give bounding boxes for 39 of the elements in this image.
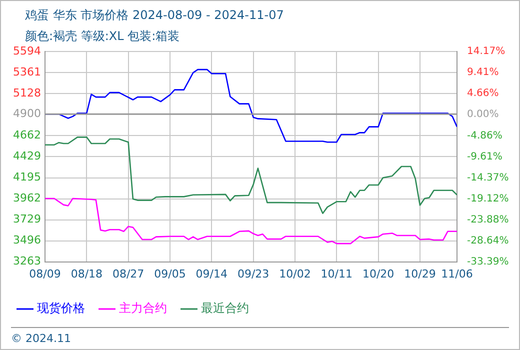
x-tick-label: 10/11	[320, 267, 352, 280]
x-tick-label: 08/27	[112, 267, 144, 280]
y-tick-label: 5361	[13, 65, 41, 78]
x-tick-label: 08/18	[70, 267, 103, 280]
y2-tick-label: -23.88%	[467, 214, 509, 226]
y2-tick-label: 9.41%	[467, 67, 499, 78]
x-tick-label: 10/20	[362, 267, 394, 280]
x-tick-label: 09/23	[237, 267, 270, 280]
y2-tick-label: -19.12%	[467, 193, 509, 204]
y-tick-label: 4662	[13, 128, 41, 142]
text: © 2024.11	[11, 327, 509, 345]
y-tick-label: 4429	[13, 150, 41, 163]
legend-label: 主力合约	[119, 301, 167, 316]
x-tick-label: 09/14	[196, 267, 228, 280]
y-tick-label: 3496	[13, 234, 41, 247]
chart-title: 鸡蛋 华东 市场价格 2024-08-09 - 2024-11-07	[25, 7, 284, 24]
y2-tick-label: -14.37%	[467, 172, 509, 184]
y2-tick-label: -4.86%	[467, 130, 502, 142]
x-tick-label: 09/05	[154, 267, 186, 280]
y2-tick-label: 0.00%	[467, 108, 499, 120]
legend-label: 现货价格	[37, 301, 85, 316]
y-tick-label: 3962	[13, 192, 41, 205]
y-tick-label: 5594	[13, 44, 41, 58]
x-tick-label: 08/09	[29, 267, 61, 280]
y2-tick-label: 14.17%	[467, 46, 506, 58]
y2-tick-label: -28.64%	[467, 235, 509, 246]
x-tick-label: 11/06	[441, 267, 473, 280]
y-tick-label: 5128	[13, 86, 41, 100]
chart-subtitle: 颜色:褐壳 等级:XL 包装:箱装	[25, 28, 180, 45]
y-tick-label: 4195	[13, 170, 41, 184]
y-tick-label: 4900	[13, 107, 41, 120]
y2-tick-label: -33.39%	[467, 256, 509, 268]
y-tick-label: 3263	[13, 254, 41, 268]
legend-label: 最近合约	[201, 301, 249, 316]
x-tick-label: 10/29	[404, 267, 436, 280]
x-tick-label: 10/02	[279, 267, 311, 280]
y-tick-label: 3729	[13, 212, 41, 226]
y2-tick-label: -9.61%	[467, 151, 502, 162]
y2-tick-label: 4.66%	[467, 88, 499, 100]
